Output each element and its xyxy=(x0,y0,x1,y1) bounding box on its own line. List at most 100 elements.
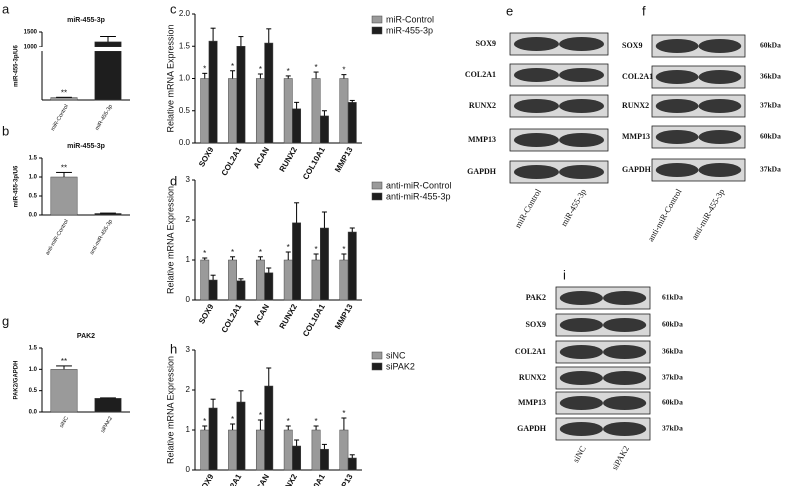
blot-band xyxy=(559,396,603,410)
protein-label: RUNX2 xyxy=(519,373,546,382)
blot-band xyxy=(698,70,742,84)
y-tick-label: 0.0 xyxy=(29,410,38,416)
y-tick-label: 2 xyxy=(186,215,191,224)
bar xyxy=(255,78,265,144)
significance: * xyxy=(259,248,262,257)
y-tick-label: 1.0 xyxy=(29,367,38,373)
blot-band xyxy=(655,70,699,84)
significance: * xyxy=(287,417,290,426)
size-label: 60kDa xyxy=(760,41,781,50)
significance: * xyxy=(342,409,345,418)
legend-swatch xyxy=(371,192,383,201)
x-tick-label: COL2A1 xyxy=(220,472,244,486)
bar xyxy=(228,429,237,471)
significance: * xyxy=(315,245,318,254)
significance: * xyxy=(203,64,206,73)
significance: * xyxy=(315,417,318,426)
bar xyxy=(50,97,78,101)
x-tick-label: MMP13 xyxy=(333,472,355,486)
blot-band xyxy=(513,165,560,179)
legend-label: miR-Control xyxy=(386,14,434,24)
bar xyxy=(339,78,349,144)
protein-label: MMP13 xyxy=(468,135,496,144)
bar xyxy=(264,272,274,301)
protein-label: COL2A1 xyxy=(465,70,496,79)
bar xyxy=(347,102,357,144)
panel-letter: d xyxy=(170,173,177,188)
blot-band xyxy=(559,422,603,436)
blot-band xyxy=(559,37,605,51)
bar xyxy=(200,259,210,301)
y-tick-label: 1 xyxy=(186,255,191,264)
y-tick-label: 3 xyxy=(186,345,191,354)
protein-label: MMP13 xyxy=(518,398,546,407)
panel-letter: b xyxy=(2,123,9,138)
legend-label: anti-miR-455-3p xyxy=(386,191,451,201)
blot-band xyxy=(559,133,605,147)
lane-label: siPAK2 xyxy=(609,444,631,472)
y-tick-label: 1 xyxy=(186,425,191,434)
bar xyxy=(320,227,329,301)
panel-letter: g xyxy=(2,313,9,328)
bar xyxy=(94,398,122,413)
bar xyxy=(94,213,122,216)
x-tick-label: SOX9 xyxy=(197,472,216,486)
y-tick-label: 0.5 xyxy=(29,388,38,394)
significance: * xyxy=(342,245,345,254)
chart-title: miR-455-3p xyxy=(67,17,105,24)
lane-label: miR-455-3p xyxy=(559,187,588,228)
bar xyxy=(347,457,357,471)
bar xyxy=(228,259,237,301)
x-tick-label: miR-455-3p xyxy=(94,104,114,132)
size-label: 37kDa xyxy=(760,165,781,174)
x-tick-label: MMP13 xyxy=(333,145,355,174)
y-axis-label: Relative mRNA Expression xyxy=(165,356,175,464)
axis-break-gap xyxy=(38,46,44,52)
significance: * xyxy=(203,417,206,426)
blot-band xyxy=(513,68,560,82)
protein-label: COL2A1 xyxy=(515,347,546,356)
panel-letter: a xyxy=(2,1,10,16)
bar xyxy=(339,429,349,471)
lane-label: siNC xyxy=(570,444,588,464)
y-axis-label: Relative mRNA Expression xyxy=(165,186,175,294)
bar xyxy=(208,40,218,144)
legend-swatch xyxy=(371,351,383,360)
size-label: 37kDa xyxy=(662,373,683,382)
significance: * xyxy=(315,63,318,72)
blot-band xyxy=(698,39,742,53)
x-tick-label: MMP13 xyxy=(333,302,355,331)
blot-band xyxy=(559,68,605,82)
y-tick-label: 1.5 xyxy=(29,346,38,352)
protein-label: RUNX2 xyxy=(622,101,649,110)
bar xyxy=(94,41,122,101)
y-axis-label: miR-455-3p/U6 xyxy=(14,45,20,87)
protein-label: PAK2 xyxy=(526,293,546,302)
bar xyxy=(264,42,274,144)
legend-label: miR-455-3p xyxy=(386,25,433,35)
bar xyxy=(283,429,293,471)
y-tick-label: 1.0 xyxy=(29,175,38,181)
bar xyxy=(208,407,218,471)
y-tick-label: 1.0 xyxy=(179,74,191,83)
x-tick-label: SOX9 xyxy=(197,302,216,325)
protein-label: SOX9 xyxy=(622,41,642,50)
x-tick-label: RUNX2 xyxy=(278,472,300,486)
legend-swatch xyxy=(371,26,383,35)
protein-label: MMP13 xyxy=(622,132,650,141)
significance: * xyxy=(287,67,290,76)
x-tick-label: siNC xyxy=(59,416,70,429)
bar xyxy=(283,259,293,301)
size-label: 37kDa xyxy=(662,424,683,433)
blot-band xyxy=(559,371,603,385)
x-tick-label: RUNX2 xyxy=(278,302,300,330)
bar xyxy=(236,280,246,301)
legend-swatch xyxy=(371,15,383,24)
bar xyxy=(339,259,349,301)
protein-label: SOX9 xyxy=(476,39,496,48)
lane-label: anti-miR-Control xyxy=(645,186,683,243)
significance: * xyxy=(231,248,234,257)
bar xyxy=(311,78,321,144)
bar xyxy=(208,279,218,301)
